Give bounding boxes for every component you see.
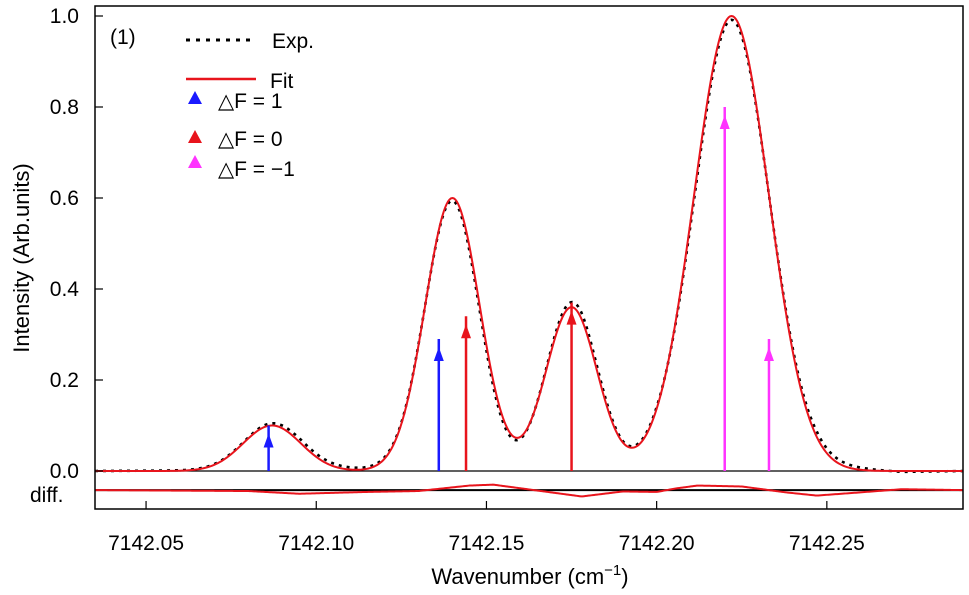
- x-axis-title-main: Wavenumber (cm: [431, 564, 604, 589]
- legend-fit-label: Fit: [270, 70, 293, 93]
- y-tick-label-5: 1.0: [50, 5, 79, 28]
- x-axis-title-close: ): [621, 564, 628, 589]
- x-tick-label-1: 7142.10: [278, 532, 354, 555]
- legend: Exp. Fit △F = 1 △F = 0 △F = −1: [186, 30, 314, 181]
- fit-series: [95, 14, 963, 472]
- transition-arrowhead-1: [433, 347, 444, 362]
- panel-label: (1): [110, 26, 136, 49]
- x-tick-label-0: 7142.05: [108, 532, 184, 555]
- exp-series: [94, 18, 964, 474]
- legend-dfzero-marker: [188, 130, 202, 143]
- legend-exp-label: Exp.: [272, 30, 314, 53]
- transition-arrowhead-4: [719, 115, 730, 129]
- y-tick-label-3: 0.6: [50, 187, 79, 210]
- diff-series: [94, 483, 964, 498]
- transition-arrowhead-5: [763, 347, 774, 362]
- transition-arrowhead-0: [263, 433, 274, 448]
- axes: [94, 5, 964, 510]
- plot-area: [94, 14, 964, 498]
- x-tick-label-2: 7142.15: [448, 532, 524, 555]
- x-axis-title-superscript: −1: [604, 562, 621, 579]
- legend-dfzero-label: △F = 0: [218, 128, 283, 151]
- axis-text: (1) Intensity (Arb.units) Wavenumber (cm…: [9, 5, 865, 589]
- y-axis-title: Intensity (Arb.units): [9, 163, 34, 353]
- transition-arrowhead-2: [461, 324, 472, 339]
- legend-dfminus1-label: △F = −1: [218, 158, 295, 181]
- x-tick-label-3: 7142.20: [619, 532, 695, 555]
- y-tick-label-1: 0.2: [50, 369, 79, 392]
- legend-dfplus1-label: △F = 1: [218, 90, 283, 113]
- legend-dfminus1-marker: [188, 155, 202, 168]
- x-axis-title: Wavenumber (cm−1): [431, 562, 628, 589]
- y-tick-label-4: 0.8: [50, 96, 79, 119]
- plot-frame: [94, 5, 964, 510]
- y-tick-label-2: 0.4: [50, 278, 80, 301]
- y-tick-label-0: 0.0: [50, 460, 79, 483]
- transition-arrowhead-3: [566, 310, 577, 325]
- diff-label: diff.: [30, 484, 63, 507]
- legend-dfplus1-marker: [188, 91, 202, 104]
- x-tick-label-4: 7142.25: [789, 532, 865, 555]
